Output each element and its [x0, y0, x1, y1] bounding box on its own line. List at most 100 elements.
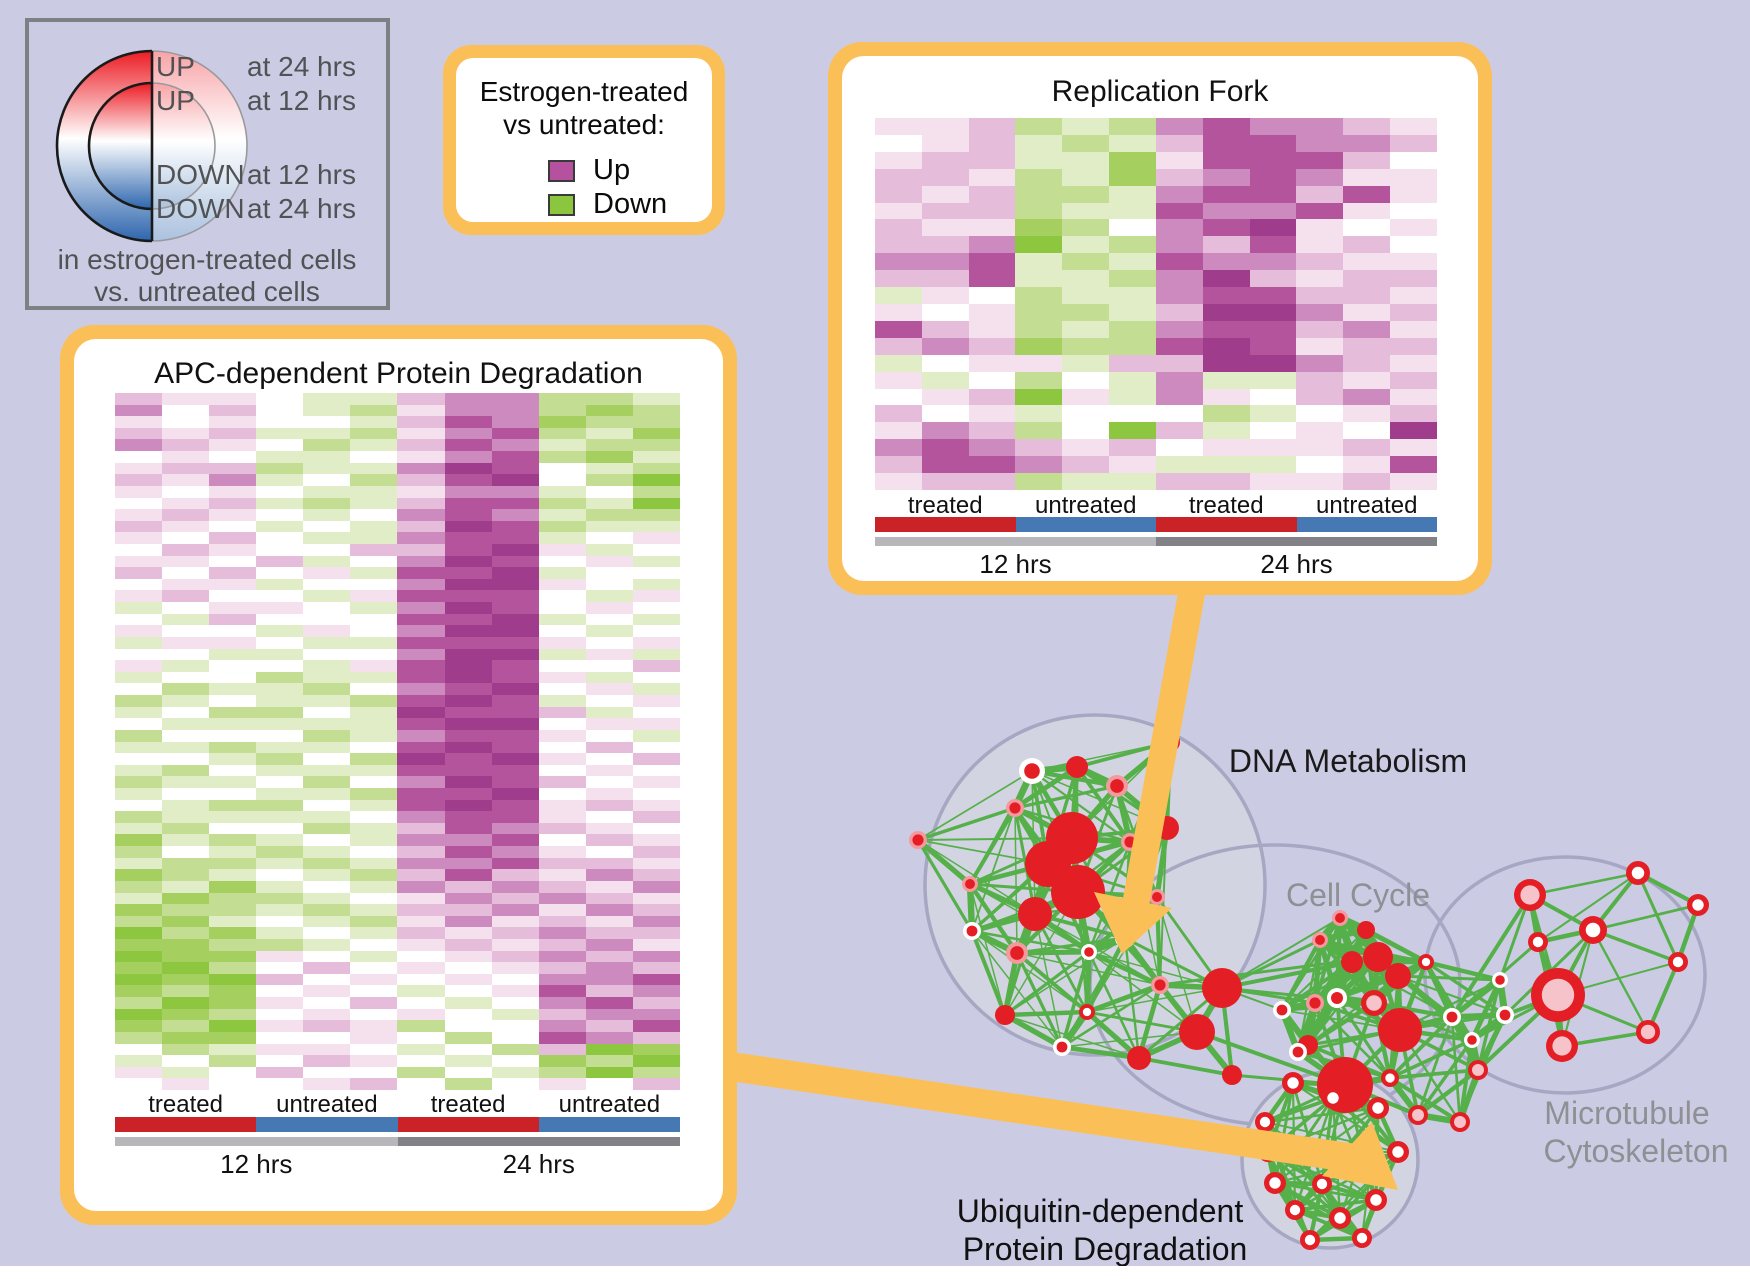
heatmap-cell: [256, 532, 304, 545]
heatmap-cell: [444, 799, 492, 812]
heatmap-cell: [350, 846, 398, 858]
ring-label-down-outer: DOWN: [156, 193, 245, 224]
apc-timebar-24: [397, 1137, 680, 1146]
heatmap-cell: [491, 427, 539, 440]
network-node: [1084, 947, 1094, 957]
heatmap-cell: [444, 636, 492, 649]
heatmap-cell: [350, 683, 398, 696]
heatmap-cell: [303, 544, 351, 556]
heatmap-cell: [444, 846, 492, 858]
heatmap-cell: [115, 880, 163, 893]
heatmap-cell: [491, 1055, 539, 1067]
heatmap-cell: [350, 729, 398, 742]
heatmap-cell: [303, 555, 351, 568]
heatmap-cell: [209, 555, 257, 568]
heatmap-cell: [1390, 219, 1437, 237]
heatmap-cell: [632, 544, 680, 556]
heatmap-cell: [1062, 236, 1110, 254]
heatmap-cell: [538, 985, 586, 998]
heatmap-cell: [1155, 168, 1203, 186]
heatmap-cell: [209, 927, 257, 939]
heatmap-cell: [585, 846, 633, 858]
heatmap-cell: [444, 811, 492, 823]
heatmap-cell: [1155, 456, 1203, 474]
heatmap-cell: [303, 787, 351, 800]
heatmap-cell: [397, 973, 445, 986]
apc-label-treated-12: treated: [148, 1091, 223, 1118]
network-node: [1152, 892, 1162, 902]
heatmap-cell: [1249, 320, 1297, 338]
heatmap-cell: [491, 613, 539, 626]
heatmap-cell: [162, 776, 210, 788]
network-edge: [1458, 1039, 1474, 1123]
heatmap-cell: [162, 485, 210, 498]
heatmap-cell: [115, 985, 163, 998]
heatmap-cell: [875, 236, 922, 254]
heatmap-cell: [1155, 388, 1203, 406]
heatmap-cell: [1390, 118, 1437, 135]
heatmap-cell: [397, 997, 445, 1009]
cluster-microtubule: [1423, 855, 1707, 1095]
heatmap-cell: [1343, 151, 1391, 169]
heatmap-cell: [921, 287, 969, 304]
heatmap-cell: [209, 846, 257, 858]
heatmap-cell: [303, 462, 351, 475]
apc-bar-untreated-12: [256, 1117, 398, 1132]
heatmap-cell: [538, 927, 586, 939]
network-edge: [1086, 1010, 1198, 1034]
heatmap-cell: [1015, 287, 1063, 304]
network-node: [1378, 1008, 1422, 1052]
ring-legend-box: UP at 24 hrs UP at 12 hrs DOWN at 12 hrs…: [25, 18, 390, 310]
heatmap-cell: [1062, 151, 1110, 169]
heatmap-cell: [491, 636, 539, 649]
apc-label-untreated-12: untreated: [276, 1091, 378, 1118]
heatmap-cell: [1343, 253, 1391, 271]
heatmap-cell: [1390, 303, 1437, 321]
heatmap-cell: [632, 1031, 680, 1044]
heatmap-cell: [538, 625, 586, 637]
heatmap-cell: [1155, 202, 1203, 220]
heatmap-cell: [397, 764, 445, 777]
heatmap-cell: [538, 834, 586, 847]
heatmap-cell: [1249, 405, 1297, 423]
heatmap-cell: [921, 253, 969, 271]
heatmap-cell: [350, 1066, 398, 1079]
heatmap-cell: [444, 462, 492, 475]
heatmap-cell: [968, 236, 1016, 254]
heatmap-cell: [538, 532, 586, 545]
heatmap-cell: [585, 1078, 633, 1090]
heatmap-cell: [115, 1055, 163, 1067]
heatmap-cell: [632, 555, 680, 568]
apc-heatmap: [115, 393, 680, 1090]
heatmap-cell: [1015, 354, 1063, 372]
heatmap-cell: [632, 822, 680, 835]
network-edge: [1060, 951, 1091, 1048]
heatmap-cell: [585, 567, 633, 579]
network-node: [1259, 1116, 1271, 1128]
heatmap-cell: [209, 915, 257, 928]
heatmap-cell: [350, 950, 398, 963]
heatmap-cell: [444, 1055, 492, 1067]
heatmap-cell: [162, 892, 210, 905]
heatmap-cell: [303, 1055, 351, 1067]
heatmap-cell: [303, 1066, 351, 1079]
heatmap-cell: [115, 497, 163, 510]
heatmap-cell: [256, 555, 304, 568]
heatmap-cell: [1343, 287, 1391, 304]
heatmap-cell: [209, 962, 257, 974]
heatmap-cell: [585, 462, 633, 475]
heatmap-cell: [303, 1078, 351, 1090]
network-node: [912, 834, 924, 846]
network-node: [1269, 1177, 1281, 1189]
heatmap-cell: [397, 509, 445, 521]
heatmap-cell: [632, 1043, 680, 1056]
heatmap-cell: [209, 938, 257, 951]
heatmap-cell: [115, 857, 163, 870]
heatmap-cell: [632, 834, 680, 847]
heatmap-cell: [350, 520, 398, 533]
network-edge: [1313, 928, 1368, 1005]
heatmap-cell: [162, 753, 210, 765]
heatmap-cell: [209, 1066, 257, 1079]
heatmap-cell: [1155, 303, 1203, 321]
heatmap-cell: [115, 660, 163, 672]
